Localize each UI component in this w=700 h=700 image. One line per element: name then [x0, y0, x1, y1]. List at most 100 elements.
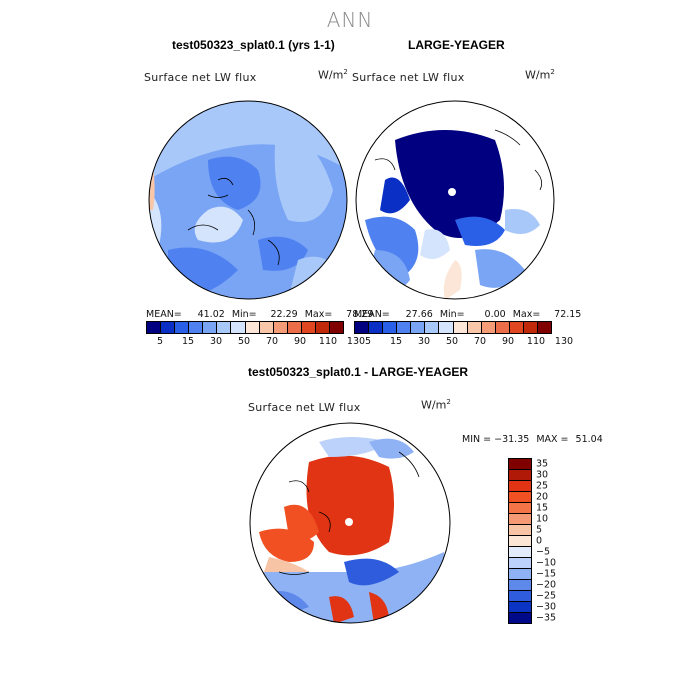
panel3-max-label: MAX =	[536, 434, 569, 445]
colorbar-tick-label: 5	[156, 336, 164, 347]
colorbar-swatch	[509, 580, 531, 591]
colorbar-swatch	[315, 322, 331, 333]
panel1-mean-value: 41.02	[197, 309, 225, 320]
panel1-units-base: W/m	[318, 68, 344, 82]
colorbar-swatch	[147, 322, 162, 333]
colorbar-tick-label: 130	[346, 336, 366, 347]
colorbar-swatch	[355, 322, 370, 333]
colorbar-tick-label: 0	[536, 535, 543, 547]
colorbar-swatch	[453, 322, 468, 333]
colorbar-swatch	[509, 591, 531, 602]
colorbar-tick-label: 30	[209, 336, 223, 347]
colorbar-tick-label: 30	[417, 336, 431, 347]
colorbar-swatch	[273, 322, 288, 333]
panel1-stats: MEAN= 41.02 Min= 22.29 Max= 78.29	[146, 309, 373, 320]
panel3-variable: Surface net LW flux	[248, 401, 361, 414]
panel1-max-label: Max=	[304, 309, 333, 320]
panel1-polar-map	[148, 100, 348, 300]
panel3-max-value: 51.04	[575, 434, 603, 445]
colorbar-tick-label: −35	[536, 612, 557, 624]
colorbar-swatch	[189, 322, 204, 333]
colorbar-tick-label: 70	[265, 336, 279, 347]
colorbar-tick-label: 30	[536, 469, 549, 481]
colorbar-swatch	[301, 322, 316, 333]
colorbar-tick-label: 15	[389, 336, 403, 347]
colorbar-tick-label: 90	[293, 336, 307, 347]
colorbar-tick-label: −10	[536, 557, 557, 569]
colorbar-swatch	[425, 322, 440, 333]
colorbar-tick-label: 110	[526, 336, 546, 347]
colorbar-swatch	[203, 322, 218, 333]
colorbar-tick-label: 35	[536, 458, 549, 470]
panel2-polar-map	[355, 100, 555, 300]
panel3-polar-map	[249, 422, 451, 624]
colorbar-tick-label: −30	[536, 601, 557, 613]
panel2-max-label: Max=	[512, 309, 541, 320]
colorbar-swatch	[509, 613, 531, 623]
colorbar-swatch	[509, 470, 531, 481]
panel3-min-value: −31.35	[494, 434, 530, 445]
colorbar-tick-label: −5	[536, 546, 551, 558]
colorbar-swatch	[509, 547, 531, 558]
colorbar-swatch	[509, 503, 531, 514]
colorbar-swatch	[467, 322, 482, 333]
colorbar-tick-label: 15	[536, 502, 549, 514]
panel2-title: LARGE-YEAGER	[408, 38, 505, 52]
panel2-variable: Surface net LW flux	[352, 71, 465, 84]
colorbar-swatch	[509, 536, 531, 547]
colorbar-swatch	[509, 481, 531, 492]
colorbar-swatch	[175, 322, 190, 333]
colorbar-tick-label: 20	[536, 491, 549, 503]
panel3-units: W/m2	[421, 398, 451, 412]
colorbar-swatch	[217, 322, 232, 333]
colorbar-tick-label: 25	[536, 480, 549, 492]
colorbar-swatch	[509, 525, 531, 536]
colorbar-swatch	[509, 602, 531, 613]
colorbar-swatch	[509, 459, 531, 470]
colorbar-swatch	[523, 322, 539, 333]
colorbar-swatch	[509, 569, 531, 580]
colorbar-swatch	[287, 322, 302, 333]
colorbar-swatch	[411, 322, 426, 333]
colorbar-tick-label: −20	[536, 579, 557, 591]
panel3-units-base: W/m	[421, 398, 447, 412]
colorbar-swatch	[161, 322, 176, 333]
panel2-mean-label: MEAN=	[354, 309, 390, 320]
panel3-title: test050323_splat0.1 - LARGE-YEAGER	[248, 365, 469, 379]
panel3-colorbar	[508, 458, 532, 624]
panel3-stats: MIN = −31.35 MAX = 51.04	[462, 434, 603, 445]
panel1-units: W/m2	[318, 68, 348, 82]
colorbar-tick-label: −25	[536, 590, 557, 602]
colorbar-tick-label: 5	[364, 336, 372, 347]
colorbar-tick-label: 130	[554, 336, 574, 347]
main-title: ANN	[326, 8, 374, 32]
panel1-variable: Surface net LW flux	[144, 71, 257, 84]
panel2-stats: MEAN= 27.66 Min= 0.00 Max= 72.15	[354, 309, 581, 320]
panel2-min-value: 0.00	[484, 309, 506, 320]
colorbar-swatch	[509, 492, 531, 503]
colorbar-tick-label: 5	[536, 524, 543, 536]
colorbar-swatch	[538, 322, 552, 333]
panel2-units-exp: 2	[550, 68, 555, 76]
colorbar-swatch	[509, 514, 531, 525]
colorbar-tick-label: 110	[318, 336, 338, 347]
colorbar-swatch	[330, 322, 344, 333]
panel1-units-exp: 2	[343, 68, 348, 76]
colorbar-tick-label: 10	[536, 513, 549, 525]
colorbar-tick-label: 70	[473, 336, 487, 347]
panel1-title: test050323_splat0.1 (yrs 1-1)	[172, 38, 335, 52]
panel3-units-exp: 2	[446, 398, 451, 406]
colorbar-swatch	[259, 322, 274, 333]
colorbar-tick-label: −15	[536, 568, 557, 580]
colorbar-swatch	[481, 322, 496, 333]
colorbar-swatch	[245, 322, 260, 333]
colorbar-tick-label: 50	[445, 336, 459, 347]
panel3-min-label: MIN =	[462, 434, 492, 445]
panel2-units: W/m2	[525, 68, 555, 82]
panel2-max-value: 72.15	[554, 309, 582, 320]
colorbar-swatch	[383, 322, 398, 333]
panel2-mean-value: 27.66	[405, 309, 433, 320]
colorbar-tick-label: 90	[501, 336, 515, 347]
colorbar-swatch	[509, 322, 524, 333]
colorbar-tick-label: 15	[181, 336, 195, 347]
